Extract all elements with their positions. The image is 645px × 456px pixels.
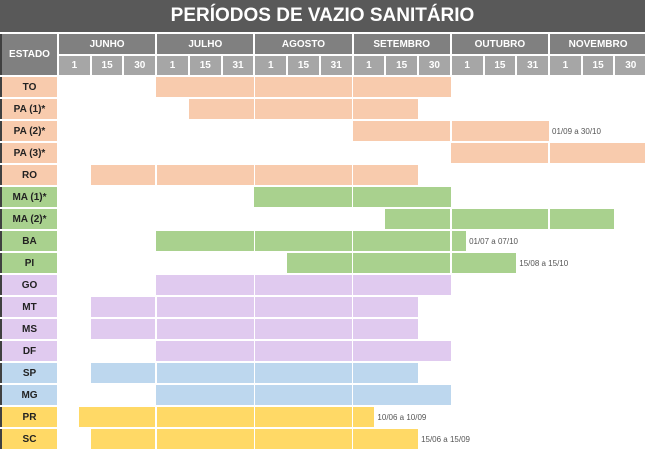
month-separator: [351, 297, 354, 317]
day-header: 1: [451, 56, 483, 75]
month-separator: [351, 187, 354, 207]
month-separator: [450, 209, 452, 229]
state-label: PI: [0, 253, 57, 273]
month-separator: [253, 231, 256, 251]
month-separator: [450, 253, 452, 273]
month-separator: [351, 165, 354, 185]
bar-date-label: 15/08 a 15/10: [519, 258, 569, 268]
gantt-bar: [450, 143, 645, 163]
month-separator: [253, 407, 256, 427]
day-header: 15: [91, 56, 123, 75]
month-separator: [450, 231, 452, 251]
month-separator: [351, 77, 354, 97]
estado-header: ESTADO: [0, 34, 57, 75]
month-header: AGOSTO: [255, 34, 352, 54]
gantt-bar: [287, 253, 517, 273]
month-separator: [155, 363, 157, 383]
day-header: 1: [550, 56, 581, 75]
gantt-bar: [156, 231, 467, 251]
day-header: 1: [255, 56, 287, 75]
state-label: MT: [0, 297, 57, 317]
bar-date-label: 10/06 a 10/09: [377, 412, 427, 422]
state-label: PR: [0, 407, 57, 427]
month-separator: [351, 231, 354, 251]
month-separator: [253, 275, 256, 295]
month-separator: [155, 297, 157, 317]
month-header: OUTUBRO: [451, 34, 548, 54]
gantt-bar: [156, 275, 451, 295]
month-separator: [351, 363, 354, 383]
day-header: 31: [222, 56, 254, 75]
month-separator: [253, 99, 256, 119]
month-separator: [351, 429, 354, 449]
month-separator: [155, 429, 157, 449]
day-header: 1: [353, 56, 385, 75]
state-label: MG: [0, 385, 57, 405]
state-label: BA: [0, 231, 57, 251]
state-label: RO: [0, 165, 57, 185]
day-header: 1: [157, 56, 188, 75]
month-separator: [351, 253, 354, 273]
day-header: 15: [484, 56, 516, 75]
month-separator: [155, 407, 157, 427]
month-separator: [548, 143, 550, 163]
gantt-bar: [79, 407, 375, 427]
gantt-bar: [156, 341, 451, 361]
state-label: SP: [0, 363, 57, 383]
state-label: TO: [0, 77, 57, 97]
gantt-bar: [385, 209, 615, 229]
month-separator: [351, 275, 354, 295]
day-header: 1: [59, 56, 90, 75]
month-separator: [253, 165, 256, 185]
state-label: PA (1)*: [0, 99, 57, 119]
month-header: SETEMBRO: [353, 34, 450, 54]
month-separator: [351, 407, 354, 427]
day-header: 15: [288, 56, 319, 75]
bar-date-label: 01/07 a 07/10: [469, 236, 518, 246]
month-separator: [253, 77, 256, 97]
gantt-bar: [156, 77, 451, 97]
day-header: 15: [582, 56, 614, 75]
bar-date-label: 01/09 a 30/10: [552, 126, 601, 136]
month-header: JULHO: [157, 34, 254, 54]
month-header: JUNHO: [59, 34, 156, 54]
month-separator: [253, 341, 256, 361]
month-separator: [351, 99, 354, 119]
state-label: PA (3)*: [0, 143, 57, 163]
state-label: MA (2)*: [0, 209, 57, 229]
month-separator: [548, 209, 550, 229]
chart-title: PERÍODOS DE VAZIO SANITÁRIO: [0, 0, 645, 32]
gantt-bar: [156, 385, 451, 405]
day-header: 30: [419, 56, 450, 75]
month-separator: [155, 319, 157, 339]
month-separator: [351, 341, 354, 361]
state-label: MS: [0, 319, 57, 339]
day-header: 15: [189, 56, 221, 75]
day-header: 15: [386, 56, 418, 75]
month-separator: [450, 121, 452, 141]
month-separator: [253, 297, 256, 317]
state-label: PA (2)*: [0, 121, 57, 141]
month-separator: [253, 363, 256, 383]
state-label: GO: [0, 275, 57, 295]
month-separator: [155, 165, 157, 185]
state-label: SC: [0, 429, 57, 449]
month-separator: [253, 319, 256, 339]
month-separator: [253, 429, 256, 449]
month-separator: [253, 385, 256, 405]
state-label: MA (1)*: [0, 187, 57, 207]
day-header: 31: [517, 56, 548, 75]
month-separator: [351, 385, 354, 405]
day-header: 30: [615, 56, 645, 75]
day-header: 30: [124, 56, 156, 75]
bar-date-label: 15/06 a 15/09: [421, 434, 470, 444]
state-label: DF: [0, 341, 57, 361]
day-header: 31: [320, 56, 352, 75]
gantt-bar: [188, 99, 419, 119]
month-header: NOVEMBRO: [550, 34, 645, 54]
month-separator: [351, 319, 354, 339]
